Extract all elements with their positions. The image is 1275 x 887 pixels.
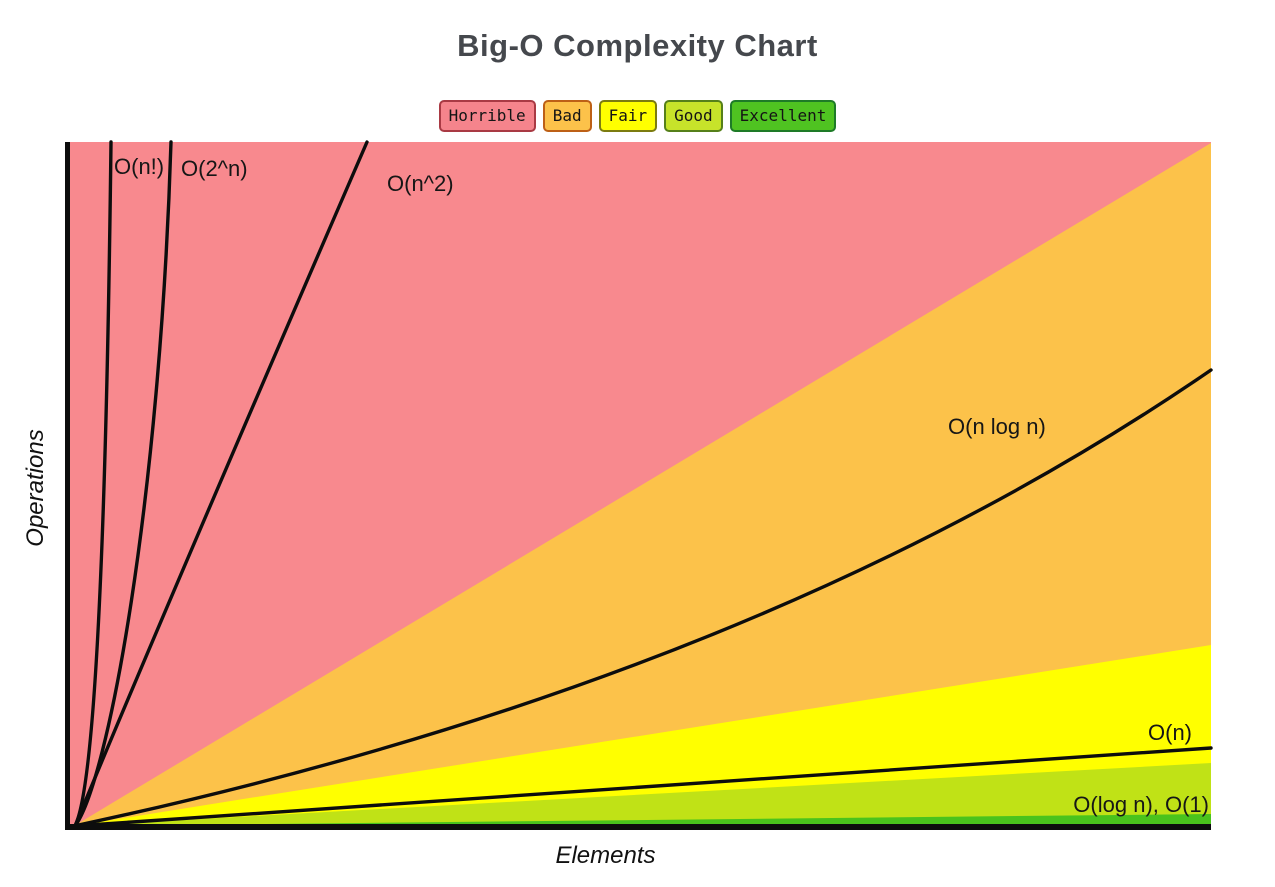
x-axis-label: Elements	[555, 842, 656, 869]
curve-label-o-n: O(n!)	[114, 154, 164, 179]
page-title: Big-O Complexity Chart	[457, 28, 818, 63]
y-axis-line	[65, 142, 70, 830]
legend-chip-fair: Fair	[598, 100, 658, 132]
legend-chip-bad: Bad	[542, 100, 592, 132]
legend-chip-good: Good	[664, 100, 723, 132]
y-axis-label: Operations	[22, 429, 49, 547]
curve-label-o-n: O(n)	[1148, 720, 1192, 745]
x-axis-line	[65, 824, 1211, 830]
curve-o-n-log-n	[72, 368, 1213, 828]
curve-o-n	[73, 140, 113, 828]
curve-o-n	[72, 746, 1213, 828]
curve-label-o-log-n-o-1: O(log n), O(1)	[1073, 792, 1209, 817]
legend-chip-excellent: Excellent	[729, 100, 837, 132]
legend-chip-horrible: Horrible	[438, 100, 536, 132]
curve-label-o-2-n: O(2^n)	[181, 156, 248, 181]
curve-o-n-2	[73, 140, 369, 828]
region-bad	[74, 143, 1211, 830]
curve-label-o-n-2: O(n^2)	[387, 171, 454, 196]
region-good	[74, 763, 1211, 830]
legend: Horrible Bad Fair Good Excellent	[0, 100, 1275, 132]
curve-label-o-n-log-n: O(n log n)	[948, 414, 1046, 439]
